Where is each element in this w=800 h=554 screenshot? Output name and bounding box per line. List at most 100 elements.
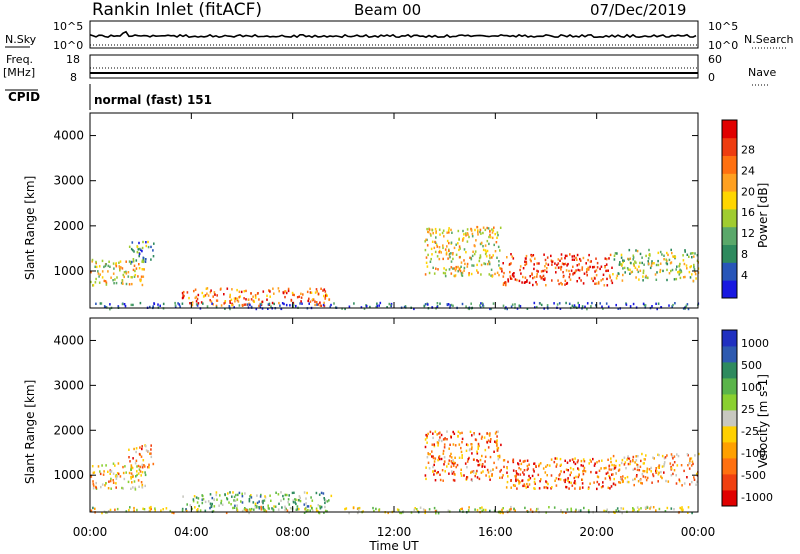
- data-cell: [141, 486, 144, 489]
- data-cell: [553, 302, 555, 305]
- data-cell: [258, 500, 260, 503]
- data-cell: [650, 470, 652, 473]
- xtick-label: 08:00: [275, 525, 310, 539]
- data-cell: [494, 250, 497, 253]
- data-cell: [637, 480, 640, 483]
- data-cell: [90, 280, 92, 284]
- data-cell: [634, 477, 636, 481]
- data-cell: [583, 466, 586, 470]
- nsky-tick-top: 10^5: [53, 20, 83, 33]
- freq-panel: [89, 54, 699, 79]
- data-cell: [323, 511, 325, 514]
- data-cell: [428, 467, 431, 470]
- data-cell: [452, 478, 455, 482]
- data-cell: [252, 501, 255, 504]
- data-cell: [684, 307, 686, 310]
- data-cell: [133, 480, 136, 483]
- data-cell: [523, 469, 526, 472]
- data-cell: [629, 460, 632, 463]
- data-cell: [324, 509, 327, 513]
- data-cell: [693, 478, 696, 481]
- data-cell: [620, 253, 623, 257]
- data-cell: [678, 270, 680, 273]
- data-cell: [595, 274, 598, 277]
- data-cell: [521, 479, 524, 482]
- data-cell: [201, 501, 204, 505]
- colorbar-frame: [721, 329, 738, 507]
- data-cell: [127, 275, 130, 278]
- data-cell: [444, 248, 447, 251]
- data-cell: [270, 305, 272, 308]
- data-cell: [285, 507, 287, 511]
- data-cell: [577, 301, 579, 305]
- data-cell: [632, 459, 634, 463]
- data-cell: [691, 252, 693, 255]
- data-cell: [429, 260, 432, 263]
- data-cell: [470, 272, 473, 276]
- data-cell: [635, 276, 637, 279]
- data-cell: [682, 259, 685, 262]
- data-cell: [510, 486, 512, 489]
- data-cell: [594, 277, 596, 280]
- data-cell: [638, 265, 640, 268]
- data-cell: [612, 273, 614, 276]
- data-cell: [254, 502, 257, 505]
- data-cell: [113, 267, 115, 270]
- data-cell: [473, 432, 475, 435]
- data-cell: [293, 293, 295, 297]
- data-cell: [107, 470, 109, 473]
- data-cell: [422, 508, 425, 511]
- colorbar-band: [722, 458, 737, 475]
- data-cell: [618, 263, 621, 266]
- data-cell: [135, 267, 138, 270]
- data-cell: [263, 499, 266, 502]
- data-cell: [693, 476, 695, 479]
- data-cell: [223, 302, 225, 305]
- data-cell: [548, 506, 550, 509]
- data-cell: [453, 432, 456, 435]
- data-cell: [435, 236, 437, 239]
- data-cell: [280, 499, 282, 502]
- data-cell: [679, 262, 681, 266]
- data-cell: [142, 507, 144, 510]
- data-cell: [292, 301, 295, 305]
- data-cell: [130, 276, 132, 279]
- data-cell: [663, 471, 665, 474]
- data-cell: [578, 509, 580, 512]
- data-cell: [536, 507, 538, 511]
- data-cell: [690, 457, 693, 460]
- data-cell: [438, 228, 441, 231]
- data-cell: [613, 254, 616, 257]
- data-cell: [235, 493, 237, 497]
- data-cell: [246, 509, 248, 512]
- data-cell: [485, 251, 487, 254]
- data-cell: [470, 447, 473, 451]
- data-cell: [319, 301, 321, 304]
- data-cell: [468, 235, 470, 239]
- data-cell: [259, 303, 262, 306]
- data-cell: [479, 230, 481, 234]
- data-cell: [600, 279, 602, 282]
- data-cell: [480, 232, 482, 235]
- data-cell: [643, 458, 646, 461]
- data-cell: [651, 262, 654, 265]
- data-cell: [472, 471, 475, 474]
- data-cell: [665, 258, 667, 261]
- data-cell: [131, 282, 133, 286]
- data-cell: [432, 465, 434, 469]
- data-cell: [498, 264, 500, 267]
- data-cell: [220, 502, 222, 505]
- data-cell: [551, 263, 553, 266]
- data-cell: [650, 264, 653, 267]
- data-cell: [214, 293, 216, 296]
- data-cell: [669, 462, 672, 465]
- data-cell: [576, 280, 578, 283]
- data-cell: [206, 292, 208, 295]
- data-cell: [544, 265, 546, 268]
- data-cell: [658, 464, 660, 467]
- data-cell: [442, 229, 445, 232]
- data-cell: [429, 232, 432, 236]
- data-cell: [698, 452, 700, 456]
- data-cell: [445, 268, 447, 272]
- data-cell: [482, 226, 485, 229]
